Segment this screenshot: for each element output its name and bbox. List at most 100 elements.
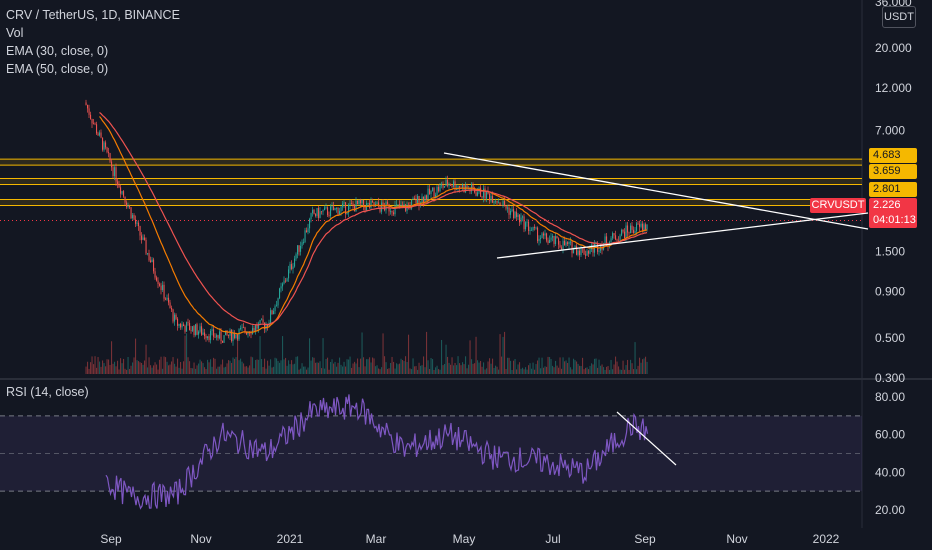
- volume-bar: [177, 358, 179, 374]
- volume-bar: [217, 366, 219, 374]
- candle-body: [630, 225, 632, 233]
- volume-bar: [513, 360, 515, 374]
- volume-bar: [364, 366, 366, 374]
- price-axis[interactable]: 0.300 0.500 0.900 1.500 7.000 12.000 20.000 36.…: [875, 0, 912, 385]
- volume-bar: [384, 356, 386, 374]
- ema30-indicator-label[interactable]: EMA (30, close, 0): [6, 44, 109, 58]
- candle-body: [523, 216, 525, 230]
- volume-bar: [312, 357, 314, 374]
- candle-body: [93, 123, 95, 125]
- candle-body: [351, 203, 353, 204]
- volume-bar: [256, 359, 258, 374]
- volume-bar: [448, 362, 450, 374]
- volume-bar: [258, 359, 260, 374]
- rsi-indicator-label[interactable]: RSI (14, close): [6, 385, 89, 399]
- volume-bar: [576, 361, 578, 374]
- volume-bar: [159, 359, 161, 374]
- candle-body: [394, 205, 396, 215]
- volume-bar: [504, 331, 506, 374]
- candle-body: [358, 200, 360, 205]
- candle-body: [91, 119, 93, 124]
- candle-body: [579, 250, 581, 256]
- volume-bar: [331, 359, 333, 374]
- candle-body: [202, 332, 204, 335]
- volume-bar: [96, 367, 98, 374]
- volume-bar: [232, 357, 234, 374]
- candle-body: [174, 314, 176, 322]
- volume-bar: [360, 358, 362, 374]
- symbol-title[interactable]: CRV / TetherUS, 1D, BINANCE: [6, 8, 180, 22]
- volume-bar: [361, 332, 363, 374]
- candle-body: [498, 202, 500, 204]
- candle-body: [150, 260, 152, 263]
- candle-body: [610, 238, 612, 242]
- volume-bar: [531, 368, 533, 374]
- volume-bar: [315, 362, 317, 374]
- rsi-axis[interactable]: 20.00 40.00 60.00 80.00: [875, 390, 905, 517]
- volume-bar: [546, 366, 548, 374]
- volume-bar: [568, 357, 570, 374]
- candle-body: [139, 226, 141, 236]
- candle-body: [318, 208, 320, 218]
- volume-bar: [498, 369, 500, 374]
- volume-bar: [432, 359, 434, 374]
- time-tick-label: Nov: [726, 532, 747, 546]
- horizontal-levels[interactable]: [0, 158, 862, 206]
- time-tick-label: 2022: [813, 532, 840, 546]
- volume-bar: [376, 365, 378, 374]
- volume-bar: [372, 357, 374, 374]
- volume-bar: [406, 361, 408, 374]
- price-pane[interactable]: [0, 0, 862, 378]
- volume-bar: [460, 365, 462, 374]
- countdown-timer: 04:01:13: [873, 214, 916, 226]
- candle-body: [427, 188, 429, 200]
- volume-bar: [301, 363, 303, 374]
- volume-bar: [550, 359, 552, 374]
- candle-body: [543, 233, 545, 236]
- rsi-pane[interactable]: [0, 380, 862, 528]
- volume-bar: [345, 366, 347, 374]
- volume-bar: [582, 357, 584, 374]
- ema50-indicator-label[interactable]: EMA (50, close, 0): [6, 62, 109, 76]
- volume-bar: [186, 333, 188, 374]
- candle-body: [138, 222, 140, 227]
- upper-trendline[interactable]: [443, 152, 869, 230]
- candle-body: [312, 209, 314, 214]
- candle-body: [555, 236, 557, 244]
- candle-body: [109, 153, 111, 162]
- candle-body: [184, 326, 186, 332]
- volume-bar: [139, 362, 141, 374]
- candle-body: [252, 328, 254, 335]
- volume-bar: [237, 333, 239, 374]
- candle-body: [231, 329, 233, 342]
- volume-bar: [493, 367, 495, 374]
- candle-body: [129, 206, 131, 208]
- volume-bar: [333, 363, 335, 374]
- candle-body: [256, 325, 258, 329]
- candle-body: [277, 298, 279, 306]
- volume-indicator-label[interactable]: Vol: [6, 26, 24, 40]
- volume-bar: [223, 367, 225, 374]
- volume-bar: [433, 369, 435, 374]
- volume-bar: [525, 367, 527, 374]
- candle-body: [424, 195, 426, 203]
- volume-bar: [457, 356, 459, 374]
- volume-bar: [402, 359, 404, 374]
- candle-body: [201, 326, 203, 335]
- volume-bar: [535, 364, 537, 374]
- volume-bar: [130, 365, 132, 374]
- candle-body: [166, 297, 168, 300]
- volume-bar: [415, 366, 417, 374]
- volume-bar: [508, 357, 510, 374]
- candle-body: [124, 196, 126, 203]
- candle-body: [354, 205, 356, 212]
- candle-body: [391, 211, 393, 213]
- rsi-trendline[interactable]: [616, 411, 677, 466]
- candle-body: [615, 235, 617, 240]
- candle-body: [105, 142, 107, 148]
- lower-trendline[interactable]: [496, 212, 869, 259]
- currency-button[interactable]: USDT: [882, 6, 916, 28]
- volume-bar: [193, 362, 195, 374]
- time-axis[interactable]: Sep Nov 2021 Mar May Jul Sep Nov 2022: [100, 532, 839, 546]
